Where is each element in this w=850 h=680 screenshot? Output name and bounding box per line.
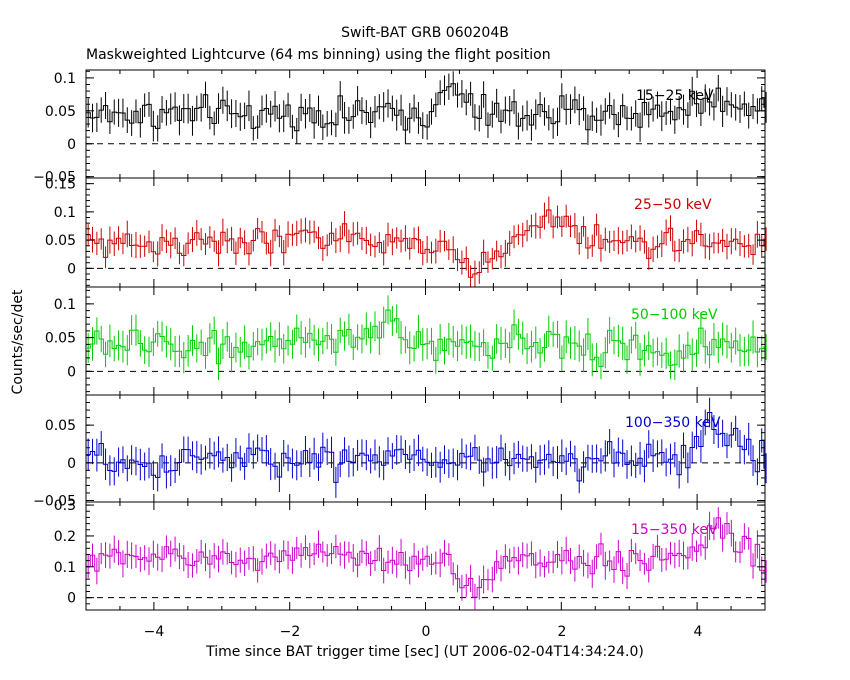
x-axis-label: Time since BAT trigger time [sec] (UT 20… — [205, 644, 644, 660]
panel-5: 0 0.1 0.2 0.3 15−350 keV — [54, 498, 767, 611]
band-label: 25−50 keV — [634, 197, 712, 213]
x-tick-label: −4 — [144, 624, 165, 640]
y-tick-label: 0 — [67, 137, 76, 153]
band-label: 100−350 keV — [625, 415, 721, 431]
panel-2: 0 0.05 0.1 0.15 25−50 keV — [45, 177, 767, 288]
panels-group: −0.05 0 0.05 0.1 15−25 keV 0 0.05 0.1 0.15 25−50 … — [33, 69, 767, 611]
x-tick-label: 2 — [558, 624, 567, 640]
lightcurve-15-350-keV — [86, 517, 765, 598]
lightcurve-50-100-keV — [86, 309, 765, 367]
y-tick-label: 0.1 — [54, 205, 76, 221]
y-tick-label: 0.05 — [45, 331, 76, 347]
y-tick-label: 0.05 — [45, 233, 76, 249]
lightcurve-100-350-keV — [86, 412, 765, 483]
y-tick-label: 0.1 — [54, 71, 76, 87]
figure-subtitle: Maskweighted Lightcurve (64 ms binning) … — [86, 47, 551, 63]
panel-3: 0 0.05 0.1 50−100 keV — [45, 286, 767, 396]
x-tick-label: 0 — [422, 624, 431, 640]
y-tick-label: 0 — [67, 261, 76, 277]
band-label: 50−100 keV — [631, 307, 718, 323]
lightcurve-25-50-keV — [86, 209, 765, 278]
y-tick-label: 0.1 — [54, 297, 76, 313]
x-tick-labels: −4 −2 0 2 4 — [144, 624, 703, 640]
x-tick-label: 4 — [694, 624, 703, 640]
y-tick-label: −0.05 — [33, 493, 76, 509]
figure-title: Swift-BAT GRB 060204B — [341, 25, 509, 41]
band-label: 15−25 keV — [636, 88, 714, 104]
y-tick-label: 0.15 — [45, 177, 76, 193]
panel-4: −0.05 0 0.05 100−350 keV — [33, 394, 767, 509]
y-tick-label: 0.2 — [54, 529, 76, 545]
band-label: 15−350 keV — [631, 522, 718, 538]
x-tick-label: −2 — [280, 624, 301, 640]
y-tick-label: 0.3 — [54, 498, 76, 514]
panel-frame — [85, 69, 766, 179]
panel-1: −0.05 0 0.05 0.1 15−25 keV — [33, 69, 767, 186]
y-tick-label: 0 — [67, 591, 76, 607]
y-tick-label: 0.1 — [54, 560, 76, 576]
y-tick-label: 0.05 — [45, 104, 76, 120]
y-tick-label: 0.05 — [45, 418, 76, 434]
y-tick-label: 0 — [67, 456, 76, 472]
y-tick-label: 0 — [67, 364, 76, 380]
lightcurve-15-25-keV — [86, 83, 765, 132]
y-axis-label: Counts/sec/det — [10, 289, 26, 394]
y-tick-label: −0.05 — [33, 170, 76, 186]
